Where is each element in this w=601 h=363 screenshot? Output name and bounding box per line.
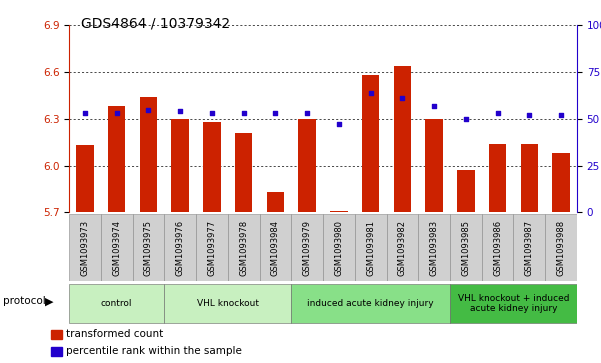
Bar — [450, 284, 577, 323]
Bar — [101, 214, 133, 281]
Bar — [291, 284, 450, 323]
Point — [112, 110, 121, 116]
Text: GSM1093981: GSM1093981 — [366, 220, 375, 276]
Bar — [260, 214, 291, 281]
Bar — [386, 214, 418, 281]
Bar — [133, 214, 164, 281]
Bar — [489, 144, 506, 212]
Text: GSM1093983: GSM1093983 — [430, 220, 439, 276]
Text: GSM1093978: GSM1093978 — [239, 220, 248, 276]
Bar — [418, 214, 450, 281]
Point — [461, 116, 471, 122]
Point — [144, 107, 153, 113]
Bar — [552, 153, 570, 212]
Point — [398, 95, 407, 101]
Bar — [520, 144, 538, 212]
Text: GSM1093975: GSM1093975 — [144, 220, 153, 276]
Text: percentile rank within the sample: percentile rank within the sample — [66, 346, 242, 356]
Bar — [482, 214, 513, 281]
Point — [493, 110, 502, 116]
Point — [334, 122, 344, 127]
Bar — [235, 133, 252, 212]
Bar — [76, 145, 94, 212]
Point — [366, 90, 376, 95]
Text: VHL knockout: VHL knockout — [197, 299, 259, 308]
Bar — [267, 192, 284, 212]
Bar — [69, 214, 101, 281]
Text: GSM1093986: GSM1093986 — [493, 220, 502, 276]
Text: ▶: ▶ — [45, 296, 53, 306]
Bar — [450, 214, 482, 281]
Text: GSM1093980: GSM1093980 — [334, 220, 343, 276]
Point — [557, 112, 566, 118]
Bar — [457, 170, 475, 212]
Text: GSM1093982: GSM1093982 — [398, 220, 407, 276]
Bar — [299, 119, 316, 212]
Bar — [291, 214, 323, 281]
Bar — [355, 214, 386, 281]
Bar — [203, 122, 221, 212]
Text: GSM1093977: GSM1093977 — [207, 220, 216, 276]
Bar — [50, 347, 62, 356]
Bar — [108, 106, 126, 212]
Bar — [140, 97, 157, 212]
Bar — [164, 284, 291, 323]
Text: GSM1093987: GSM1093987 — [525, 220, 534, 276]
Bar — [513, 214, 545, 281]
Bar — [545, 214, 577, 281]
Bar — [228, 214, 260, 281]
Text: GSM1093976: GSM1093976 — [175, 220, 185, 276]
Bar — [50, 330, 62, 339]
Point — [175, 109, 185, 114]
Point — [80, 110, 90, 116]
Point — [270, 110, 280, 116]
Point — [207, 110, 217, 116]
Bar — [323, 214, 355, 281]
Text: GSM1093984: GSM1093984 — [271, 220, 280, 276]
Text: GDS4864 / 10379342: GDS4864 / 10379342 — [81, 16, 230, 30]
Bar — [394, 66, 411, 212]
Bar — [330, 211, 347, 212]
Text: VHL knockout + induced
acute kidney injury: VHL knockout + induced acute kidney inju… — [458, 294, 569, 313]
Point — [525, 112, 534, 118]
Text: GSM1093974: GSM1093974 — [112, 220, 121, 276]
Point — [302, 110, 312, 116]
Bar — [164, 214, 196, 281]
Text: control: control — [101, 299, 132, 308]
Text: induced acute kidney injury: induced acute kidney injury — [307, 299, 434, 308]
Text: GSM1093988: GSM1093988 — [557, 220, 566, 276]
Text: GSM1093985: GSM1093985 — [462, 220, 471, 276]
Bar — [362, 75, 379, 212]
Text: GSM1093973: GSM1093973 — [81, 220, 90, 276]
Point — [429, 103, 439, 109]
Bar — [69, 284, 164, 323]
Bar — [196, 214, 228, 281]
Bar — [426, 119, 443, 212]
Text: GSM1093979: GSM1093979 — [303, 220, 312, 276]
Bar — [171, 119, 189, 212]
Point — [239, 110, 248, 116]
Text: transformed count: transformed count — [66, 329, 163, 339]
Text: protocol: protocol — [3, 296, 46, 306]
